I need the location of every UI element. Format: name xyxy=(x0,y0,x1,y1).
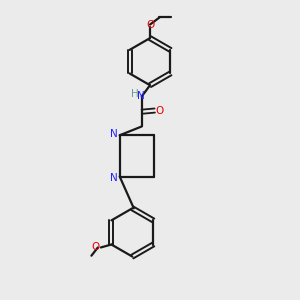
Text: N: N xyxy=(110,173,118,183)
Text: O: O xyxy=(147,20,155,30)
Text: O: O xyxy=(155,106,164,116)
Text: N: N xyxy=(137,92,145,101)
Text: O: O xyxy=(92,242,100,252)
Text: N: N xyxy=(110,129,118,139)
Text: H: H xyxy=(131,89,139,99)
